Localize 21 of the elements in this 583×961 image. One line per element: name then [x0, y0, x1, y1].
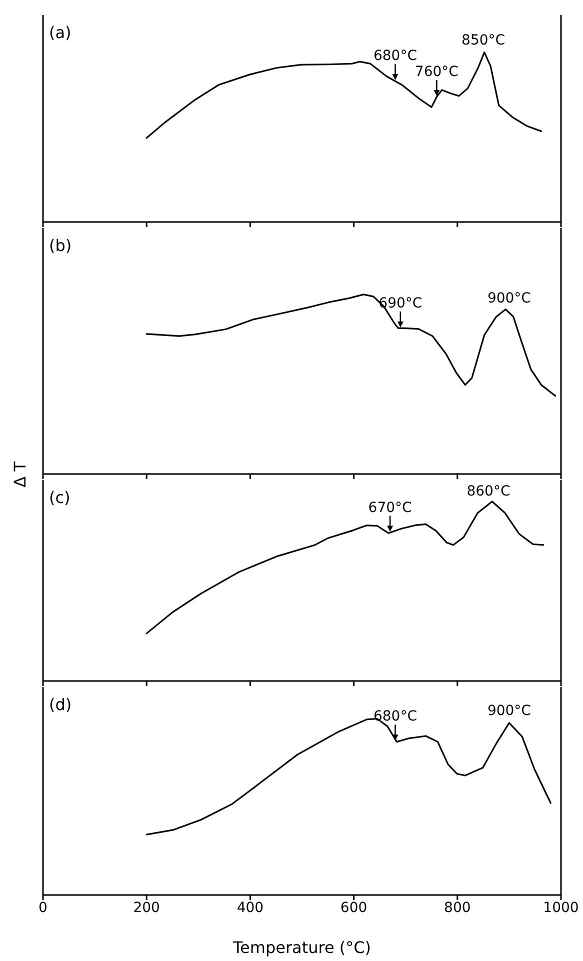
chart-title: (c): [49, 488, 70, 507]
x-tick-label: 800: [444, 900, 471, 916]
annotation: 850°C: [462, 32, 506, 48]
annotation: 690°C: [378, 296, 422, 312]
x-tick-label: 0: [38, 900, 48, 916]
annotation: 680°C: [373, 708, 418, 725]
annotation: 670°C: [368, 500, 412, 516]
annotation: 860°C: [466, 483, 510, 500]
x-tick-label: 400: [236, 900, 264, 916]
x-axis-title: Temperature (°C): [232, 938, 372, 957]
y-axis-title: Δ T: [10, 461, 30, 487]
annotation: 680°C: [373, 48, 418, 64]
x-tick-label: 1000: [543, 900, 579, 916]
chart-title: (a): [49, 23, 72, 42]
x-tick-label: 600: [340, 900, 368, 916]
x-tick-label: 200: [133, 900, 160, 916]
chart-title: (d): [49, 695, 72, 714]
annotation: 900°C: [487, 290, 532, 307]
chart-title: (b): [49, 236, 72, 255]
annotation: 760°C: [414, 64, 459, 80]
annotation: 900°C: [487, 702, 532, 719]
